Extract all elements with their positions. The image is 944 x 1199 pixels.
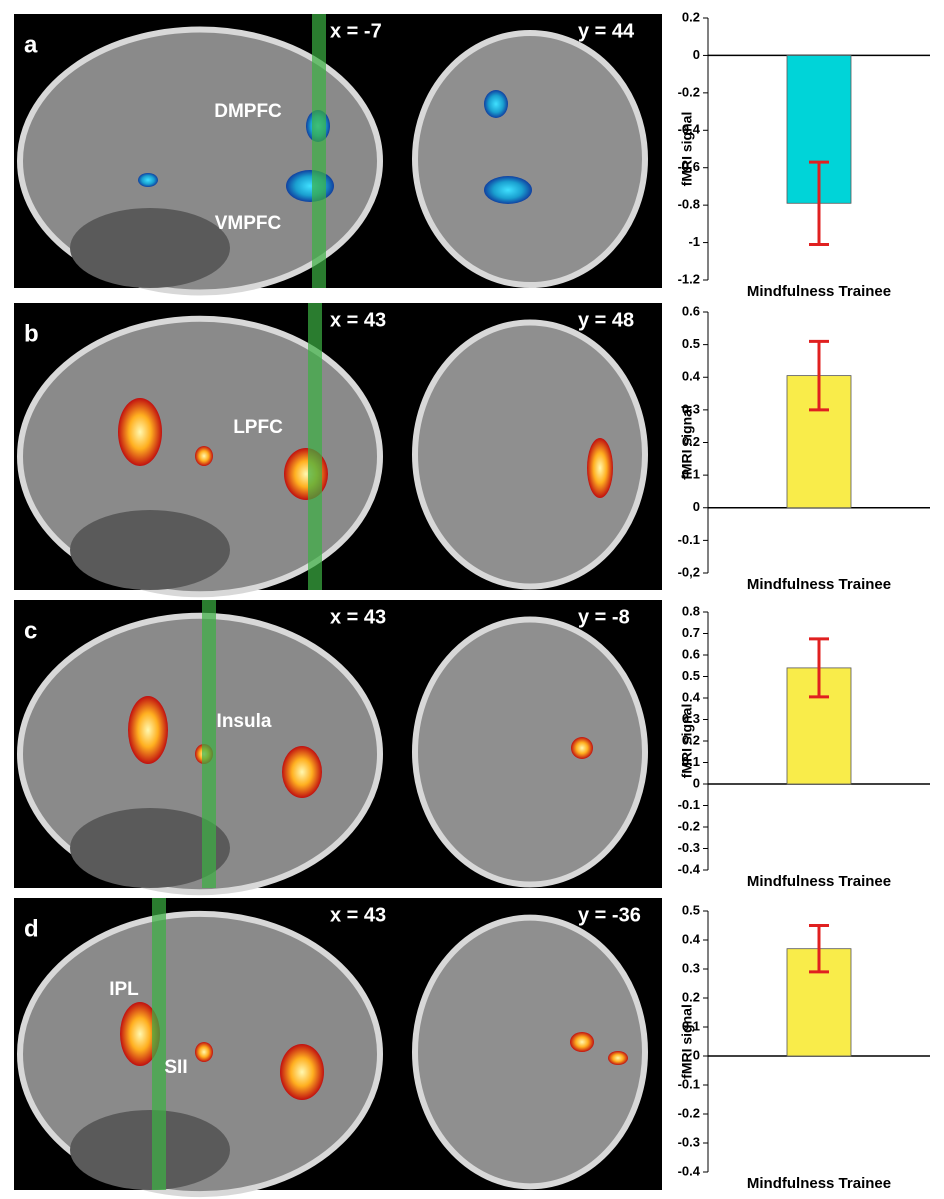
y-tick-label: -0.2	[678, 818, 700, 833]
activation-blob	[608, 1051, 628, 1065]
y-tick-label: 0.2	[682, 732, 700, 747]
y-tick-label: 0.2	[682, 434, 700, 449]
y-tick-label: 0.1	[682, 1018, 700, 1033]
sagittal-cerebellum	[70, 208, 230, 288]
slice-indicator	[312, 14, 326, 288]
y-tick-label: -0.1	[678, 532, 700, 547]
activation-blob	[587, 438, 613, 498]
category-label: Mindfulness Trainee	[747, 283, 891, 300]
sagittal-cerebellum	[70, 808, 230, 888]
activation-blob	[118, 398, 162, 466]
y-tick-label: 0	[693, 775, 700, 790]
activation-blob	[280, 1044, 324, 1100]
activation-blob	[571, 737, 593, 759]
y-tick-label: 0.2	[682, 9, 700, 24]
y-tick-label: 0.4	[682, 931, 701, 946]
activation-blob	[484, 176, 532, 204]
region-label: LPFC	[233, 417, 283, 438]
activation-blob	[195, 446, 213, 466]
y-tick-label: 0	[693, 1047, 700, 1062]
y-tick-label: -1.2	[678, 271, 700, 286]
slice-indicator	[202, 600, 216, 888]
category-label: Mindfulness Trainee	[747, 873, 891, 890]
sagittal-coordinate: x = 43	[330, 309, 386, 331]
y-tick-label: -0.4	[678, 1163, 701, 1178]
y-tick-label: 0	[693, 47, 700, 62]
y-tick-label: 0.3	[682, 401, 700, 416]
region-label: DMPFC	[214, 101, 282, 122]
sagittal-cerebellum	[70, 510, 230, 590]
y-tick-label: 0.6	[682, 303, 700, 318]
y-axis-label: fMRI signal	[679, 112, 695, 187]
activation-blob	[282, 746, 322, 798]
coronal-slice	[412, 319, 648, 590]
error-bar	[809, 637, 829, 699]
y-axis-label: fMRI signal	[679, 405, 695, 480]
coronal-slice	[412, 29, 648, 289]
y-tick-label: 0.1	[682, 467, 700, 482]
y-tick-label: 0	[693, 499, 700, 514]
category-label: Mindfulness Trainee	[747, 1175, 891, 1192]
y-tick-label: 0.3	[682, 960, 700, 975]
y-tick-label: -0.4	[678, 861, 701, 876]
panel-label: a	[24, 31, 38, 58]
y-tick-label: 0.7	[682, 625, 700, 640]
y-tick-label: 0.5	[682, 902, 700, 917]
region-label: SII	[164, 1057, 187, 1078]
coronal-coordinate: y = -8	[578, 606, 630, 628]
activation-blob	[195, 1042, 213, 1062]
y-tick-label: -0,2	[678, 564, 700, 579]
y-tick-label: -0.1	[678, 1076, 700, 1091]
region-label: VMPFC	[215, 213, 282, 234]
error-bar	[809, 924, 829, 974]
activation-blob	[286, 170, 334, 202]
panel-label: c	[24, 617, 37, 644]
activation-blob	[570, 1032, 594, 1052]
activation-blob	[484, 90, 508, 118]
region-label: Insula	[217, 711, 272, 732]
coronal-coordinate: y = 48	[578, 309, 634, 331]
error-bar	[809, 160, 829, 246]
coronal-coordinate: y = 44	[578, 20, 635, 42]
slice-indicator	[152, 898, 166, 1190]
y-tick-label: -0.2	[678, 84, 700, 99]
activation-blob	[128, 696, 168, 764]
y-tick-label: -0.3	[678, 840, 700, 855]
y-tick-label: 0.5	[682, 668, 700, 683]
activation-blob	[138, 173, 158, 187]
sagittal-coordinate: x = -7	[330, 20, 382, 42]
y-tick-label: -0.4	[678, 122, 701, 137]
y-tick-label: 0.4	[682, 689, 701, 704]
y-tick-label: -0.2	[678, 1105, 700, 1120]
y-tick-label: -0.3	[678, 1134, 700, 1149]
y-tick-label: 0.4	[682, 369, 701, 384]
y-tick-label: 0.1	[682, 754, 700, 769]
panel-label: b	[24, 320, 39, 347]
activation-blob	[120, 1002, 160, 1066]
sagittal-coordinate: x = 43	[330, 904, 386, 926]
y-tick-label: 0.5	[682, 336, 700, 351]
coronal-slice	[412, 616, 648, 888]
sagittal-cerebellum	[70, 1110, 230, 1190]
y-tick-label: 0.8	[682, 603, 700, 618]
y-tick-label: 0.3	[682, 711, 700, 726]
y-tick-label: 0.2	[682, 989, 700, 1004]
error-bar	[809, 339, 829, 412]
region-label: IPL	[109, 979, 139, 1000]
y-tick-label: -0.1	[678, 797, 700, 812]
panel-label: d	[24, 915, 39, 942]
sagittal-coordinate: x = 43	[330, 606, 386, 628]
category-label: Mindfulness Trainee	[747, 576, 891, 593]
slice-indicator	[308, 303, 322, 590]
y-axis-label: fMRI signal	[679, 1004, 695, 1079]
coronal-slice	[412, 914, 648, 1190]
coronal-coordinate: y = -36	[578, 904, 641, 926]
y-tick-label: -0.6	[678, 159, 700, 174]
y-axis-label: fMRI signal	[679, 704, 695, 779]
y-tick-label: -0.8	[678, 197, 700, 212]
y-tick-label: -1	[688, 234, 700, 249]
y-tick-label: 0.6	[682, 646, 700, 661]
